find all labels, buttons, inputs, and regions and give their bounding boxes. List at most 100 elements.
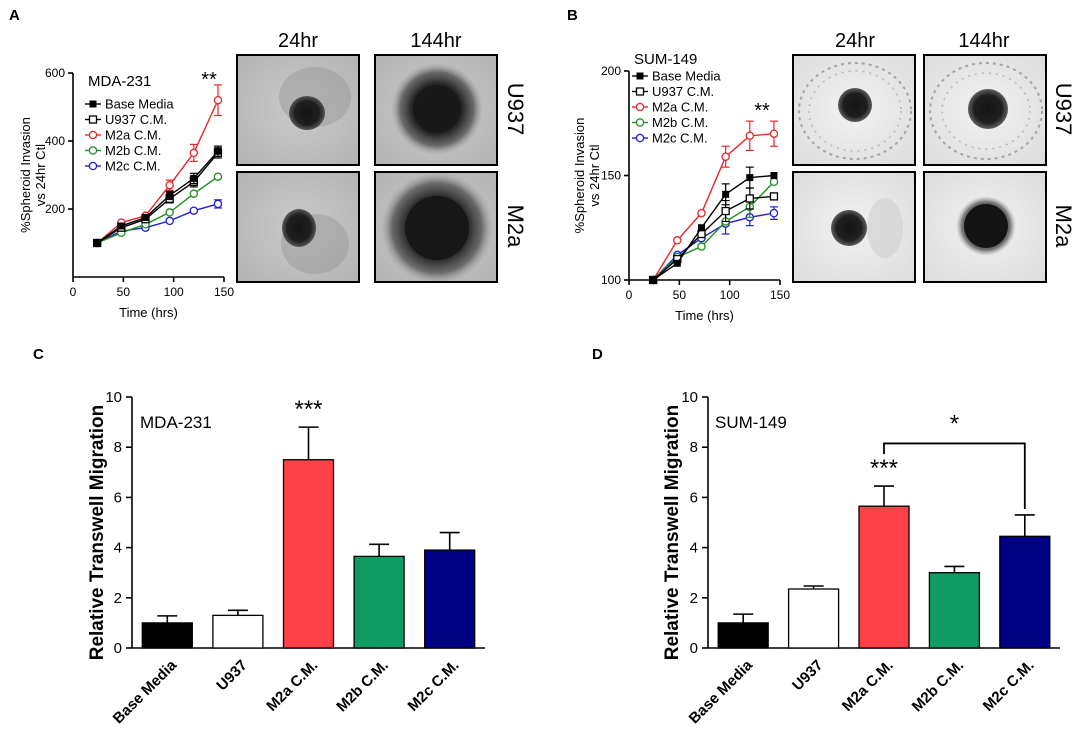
legend-marker-u937-c-m-a bbox=[88, 115, 98, 124]
legend-label-u937-c-m-a: U937 C.M. bbox=[105, 112, 167, 127]
legend-label-base-media-a: Base Media bbox=[105, 97, 174, 112]
legend-label-m2a-c-m-b: M2a C.M. bbox=[652, 100, 708, 115]
category-label-m2c-c-m-c: M2c C.M. bbox=[405, 657, 463, 715]
y-tick-label-d: 4 bbox=[690, 540, 698, 557]
x-tick-label-b: 50 bbox=[673, 288, 687, 302]
data-point-base-media-a bbox=[190, 174, 198, 182]
data-point-u937-c-m-b bbox=[721, 206, 730, 216]
significance-bracket-label-d: * bbox=[950, 410, 959, 437]
y-tick-label-c: 4 bbox=[114, 540, 122, 557]
micrograph-b-u937-24hr bbox=[792, 54, 916, 166]
x-tick-label-b: 150 bbox=[770, 288, 790, 302]
image-col-144hr-a: 144hr bbox=[410, 30, 461, 52]
data-point-m2a-c-m-a bbox=[189, 148, 199, 158]
data-point-base-media-b bbox=[697, 224, 705, 232]
y-tick-label-b: 100 bbox=[601, 273, 621, 287]
data-point-m2a-c-m-b bbox=[721, 152, 730, 161]
image-col-24hr-a: 24hr bbox=[278, 30, 318, 52]
panel-letter-b: B bbox=[567, 7, 578, 24]
y-tick-label-a: 600 bbox=[45, 66, 65, 80]
category-label-m2c-c-m-d: M2c C.M. bbox=[980, 657, 1038, 715]
y-tick-label-b: 150 bbox=[601, 169, 621, 183]
category-label-m2a-c-m-c: M2a C.M. bbox=[263, 657, 321, 715]
chart-b: 0 50 100 150 100 150 200 Time (hrs) %Spheroid In… bbox=[572, 51, 790, 323]
y-axis-label-line: vs 24hr Ctl bbox=[587, 144, 602, 206]
chart-title-a: MDA-231 bbox=[88, 73, 151, 90]
y-tick-label-d: 2 bbox=[690, 590, 698, 607]
data-point-m2a-c-m-b bbox=[769, 129, 779, 138]
y-axis-label-b: %Spheroid Invasionvs 24hr Ctl bbox=[572, 118, 602, 234]
chart-a: 0 50 100 150 200 400 600 Time (hrs) %Spheroid In… bbox=[18, 66, 234, 320]
y-tick-label-d: 0 bbox=[690, 640, 698, 657]
y-tick-label-a: 400 bbox=[45, 134, 65, 148]
data-point-base-media-a bbox=[141, 214, 149, 221]
data-point-base-media-b bbox=[722, 190, 730, 198]
y-tick-label-d: 6 bbox=[690, 489, 698, 506]
bar-m2c-c-m-d bbox=[999, 535, 1051, 649]
data-point-m2b-c-m-a bbox=[213, 172, 223, 181]
data-point-m2a-c-m-a bbox=[213, 95, 223, 105]
micrograph-a-m2a-144hr bbox=[374, 171, 498, 284]
category-label-m2b-c-m-c: M2b C.M. bbox=[333, 657, 392, 716]
y-tick-label-a: 200 bbox=[45, 202, 65, 216]
legend-marker-u937-c-m-b bbox=[635, 87, 645, 96]
data-point-base-media-b bbox=[770, 172, 778, 179]
y-tick-label-c: 8 bbox=[114, 439, 122, 456]
x-tick-label-a: 50 bbox=[117, 285, 131, 299]
bar-u937-c bbox=[212, 614, 264, 649]
x-tick-label-a: 100 bbox=[164, 285, 184, 299]
legend-label-m2c-c-m-b: M2c C.M. bbox=[652, 131, 708, 146]
legend-label-m2b-c-m-b: M2b C.M. bbox=[652, 115, 708, 130]
image-row-u937-b: U937 bbox=[1051, 83, 1076, 136]
data-point-m2a-c-m-b bbox=[673, 236, 682, 245]
y-axis-label-d: Relative Transwell Migration bbox=[662, 405, 683, 661]
data-point-base-media-a bbox=[117, 222, 125, 230]
data-point-m2c-c-m-b bbox=[769, 208, 779, 218]
series-line-m2a-c-m-b bbox=[652, 133, 775, 281]
legend-marker-m2c-c-m-a bbox=[88, 161, 98, 171]
bar-u937-d bbox=[787, 588, 840, 649]
significance-marker-m2a-c-m-d: *** bbox=[870, 455, 898, 482]
legend-marker-m2a-c-m-b bbox=[635, 102, 645, 112]
y-axis-label-a: %Spheroid Invasionvs 24hr Ctl bbox=[18, 117, 48, 233]
legend-label-m2c-c-m-a: M2c C.M. bbox=[105, 159, 161, 174]
micrograph-a-u937-144hr bbox=[374, 54, 498, 166]
bar-base-media-c bbox=[141, 622, 193, 649]
data-point-m2c-c-m-a bbox=[213, 199, 223, 209]
legend-marker-base-media-a bbox=[89, 100, 97, 108]
legend-marker-m2a-c-m-a bbox=[88, 130, 98, 140]
y-tick-label-c: 2 bbox=[114, 590, 122, 607]
chart-title-d: SUM-149 bbox=[715, 413, 787, 432]
significance-bracket-d bbox=[883, 442, 1026, 509]
legend-label-base-media-b: Base Media bbox=[652, 69, 721, 84]
data-point-m2c-c-m-a bbox=[189, 206, 199, 215]
data-point-m2b-c-m-b bbox=[697, 242, 706, 251]
category-label-base-media-d: Base Media bbox=[686, 656, 757, 727]
data-point-base-media-b bbox=[746, 174, 754, 182]
x-axis-label-a: Time (hrs) bbox=[119, 305, 178, 320]
y-axis-label-line: %Spheroid Invasion bbox=[18, 117, 33, 233]
data-point-m2b-c-m-a bbox=[165, 208, 174, 217]
series-line-base-media-a bbox=[96, 150, 219, 244]
legend-marker-m2c-c-m-b bbox=[635, 133, 645, 143]
legend-label-u937-c-m-b: U937 C.M. bbox=[652, 84, 714, 99]
data-point-base-media-a bbox=[214, 147, 222, 155]
micrograph-b-m2a-24hr bbox=[792, 171, 916, 283]
significance-marker-a: ** bbox=[201, 69, 217, 91]
series-line-m2b-c-m-a bbox=[96, 176, 219, 244]
legend-label-m2a-c-m-a: M2a C.M. bbox=[105, 128, 161, 143]
micrograph-a-u937-24hr bbox=[236, 54, 360, 166]
data-point-m2b-c-m-a bbox=[189, 189, 199, 198]
legend-marker-m2b-c-m-b bbox=[635, 118, 645, 127]
x-tick-label-b: 0 bbox=[626, 288, 633, 302]
panel-letter-c: C bbox=[33, 346, 44, 363]
panel-letter-a: A bbox=[9, 7, 20, 24]
y-axis-label-line: %Spheroid Invasion bbox=[572, 118, 587, 234]
micrograph-a-m2a-24hr bbox=[236, 171, 360, 283]
x-tick-label-a: 150 bbox=[214, 285, 234, 299]
bar-base-media-d bbox=[717, 622, 769, 649]
y-tick-label-b: 200 bbox=[601, 64, 621, 78]
bar-m2a-c-m-d bbox=[858, 505, 910, 649]
